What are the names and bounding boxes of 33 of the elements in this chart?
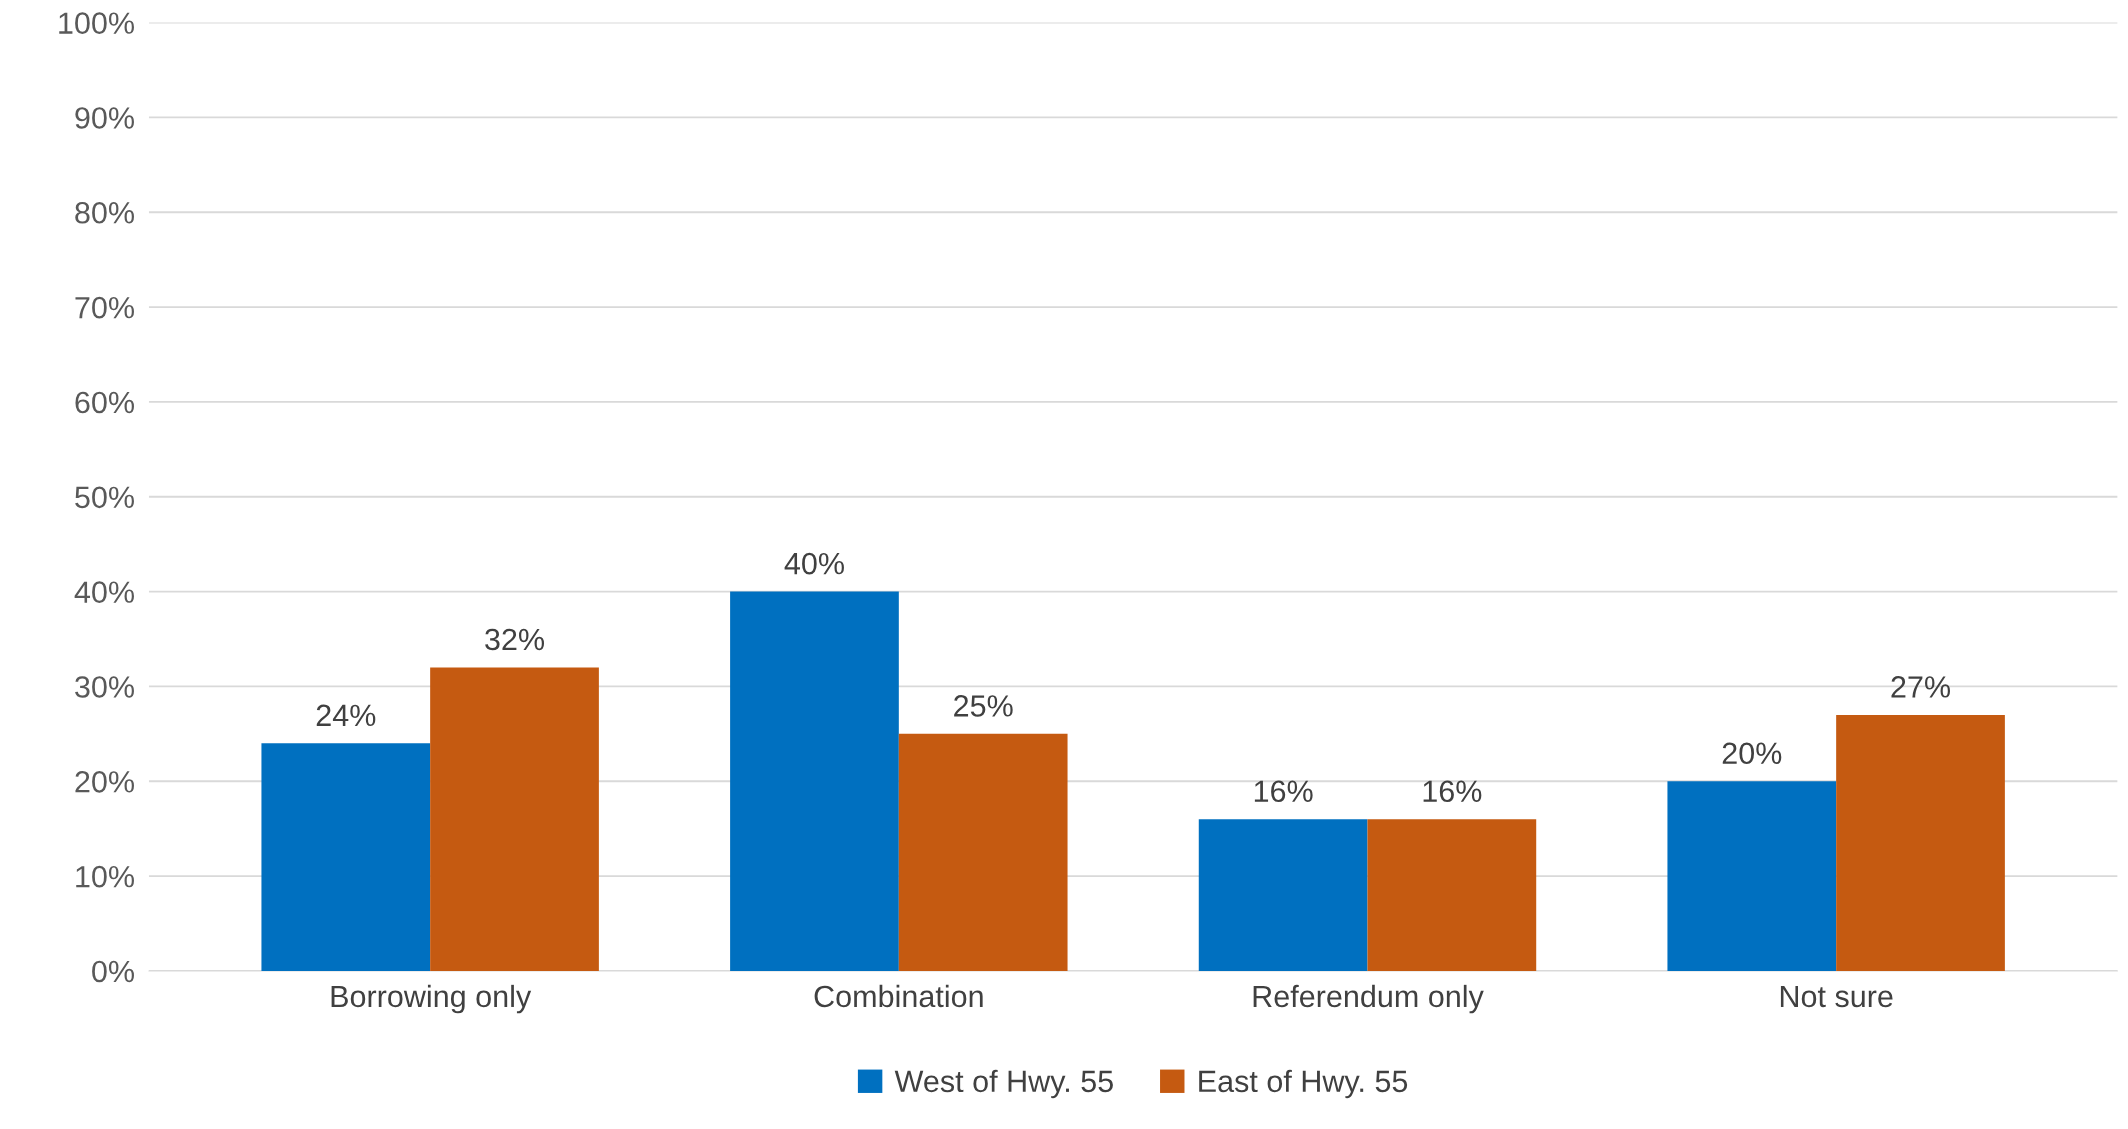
data-label: 40% — [784, 552, 844, 575]
y-tick-label: 50% — [75, 486, 134, 509]
bar — [430, 667, 599, 971]
bar — [1667, 781, 1837, 971]
x-tick-label: Borrowing only — [331, 984, 532, 1014]
y-tick-label: 10% — [76, 865, 134, 888]
y-tick-label: 0% — [92, 960, 134, 983]
y-tick-label: 20% — [75, 771, 134, 793]
y-tick-label: 80% — [75, 201, 134, 224]
x-tick-label: Referendum only — [1253, 984, 1484, 1014]
x-tick-label: Combination — [814, 984, 983, 1008]
data-label: 16% — [1254, 780, 1313, 803]
bar — [730, 591, 899, 971]
x-tick-label: Not sure — [1780, 985, 1893, 1008]
data-label: 32% — [485, 628, 545, 651]
bar — [898, 733, 1068, 971]
data-label: 16% — [1423, 780, 1482, 803]
data-label: 27% — [1891, 676, 1951, 698]
bar — [261, 743, 431, 971]
data-label: 24% — [316, 704, 376, 727]
y-tick-label: 70% — [75, 296, 134, 319]
bar — [1836, 714, 2005, 971]
y-tick-label: 100% — [59, 12, 134, 34]
y-tick-label: 30% — [75, 676, 134, 698]
data-label: 20% — [1722, 742, 1782, 765]
y-tick-label: 90% — [75, 107, 134, 129]
y-tick-label: 40% — [74, 581, 134, 603]
y-tick-label: 60% — [75, 391, 134, 414]
legend-label: West of Hwy. 55 — [894, 1069, 1113, 1099]
bar — [1367, 819, 1537, 971]
bar — [1198, 819, 1368, 971]
data-label: 25% — [954, 695, 1013, 717]
legend-label: East of Hwy. 55 — [1199, 1069, 1408, 1099]
